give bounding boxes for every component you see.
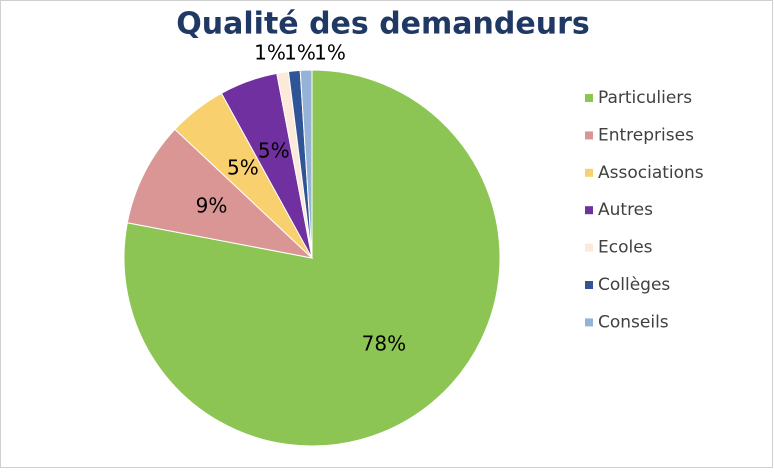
data-label: 78% bbox=[362, 331, 406, 355]
legend-swatch bbox=[585, 94, 593, 102]
legend-label: Associations bbox=[598, 163, 704, 183]
legend-label: Autres bbox=[598, 200, 653, 220]
legend-swatch bbox=[585, 281, 593, 289]
pie-slice bbox=[126, 128, 314, 259]
data-label: 1% bbox=[284, 41, 316, 65]
data-label: 1% bbox=[314, 41, 346, 65]
legend-swatch bbox=[585, 318, 593, 327]
legend-swatch bbox=[585, 131, 593, 140]
legend-label: Entreprises bbox=[598, 125, 694, 145]
pie-slice bbox=[299, 69, 313, 259]
legend-swatch bbox=[585, 168, 593, 177]
legend-label: Ecoles bbox=[598, 238, 653, 258]
data-label: 1% bbox=[254, 41, 286, 65]
legend-label: Collèges bbox=[598, 275, 670, 295]
legend-label: Particuliers bbox=[598, 88, 692, 108]
chart-title: Qualité des demandeurs bbox=[176, 7, 589, 42]
legend-label: Conseils bbox=[598, 312, 669, 332]
legend-swatch bbox=[585, 206, 593, 215]
legend-swatch bbox=[585, 243, 593, 252]
data-label: 9% bbox=[196, 193, 228, 217]
data-label: 5% bbox=[227, 155, 259, 179]
data-label: 5% bbox=[258, 138, 290, 162]
